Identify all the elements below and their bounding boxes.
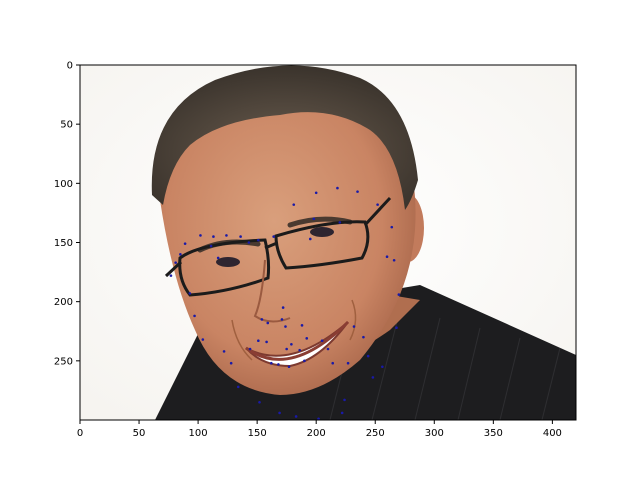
landmark-point	[183, 242, 187, 245]
y-tick-label: 150	[54, 238, 73, 249]
landmark-point	[338, 221, 342, 224]
landmark-point	[201, 338, 205, 341]
x-tick-label: 350	[484, 428, 503, 439]
landmark-point	[258, 400, 261, 404]
landmark-point	[317, 417, 320, 420]
landmark-point	[174, 261, 177, 264]
landmark-point	[248, 347, 252, 351]
landmark-point	[312, 217, 316, 221]
landmark-point	[395, 326, 398, 330]
landmark-point	[292, 203, 296, 206]
landmark-point	[376, 203, 379, 206]
x-tick-label: 400	[543, 428, 562, 439]
landmark-point	[199, 234, 202, 237]
landmark-point	[356, 190, 359, 193]
x-tick-label: 100	[189, 428, 208, 439]
landmark-point	[278, 411, 281, 415]
landmark-point	[287, 365, 291, 369]
landmark-point	[300, 324, 304, 327]
landmark-point	[362, 335, 365, 339]
landmark-point	[265, 340, 268, 344]
landmark-point	[326, 347, 330, 351]
landmark-point	[236, 385, 240, 389]
landmark-point	[303, 359, 306, 363]
landmark-point	[392, 258, 396, 262]
landmark-point	[281, 306, 285, 309]
landmark-point	[257, 238, 260, 242]
landmark-point	[222, 350, 226, 353]
landmark-point	[298, 348, 301, 352]
landmark-point	[308, 237, 312, 241]
landmark-point	[209, 244, 213, 248]
landmark-point	[336, 186, 339, 190]
landmark-point	[212, 235, 215, 238]
landmark-point	[390, 225, 394, 229]
landmark-point	[188, 292, 192, 295]
y-axis: 0 50 100 150 200 250	[54, 61, 80, 367]
y-tick-label: 250	[54, 356, 73, 367]
landmark-point	[343, 398, 346, 402]
landmark-point	[346, 361, 350, 365]
landmark-point	[247, 241, 251, 244]
landmark-point	[366, 354, 370, 358]
landmark-markers	[169, 186, 401, 420]
landmark-point	[397, 293, 401, 296]
landmark-point	[352, 325, 356, 328]
landmark-point	[169, 274, 173, 277]
landmark-point	[284, 325, 287, 328]
x-tick-label: 0	[77, 428, 83, 439]
landmark-point	[280, 318, 284, 321]
landmark-point	[229, 361, 233, 365]
y-tick-label: 50	[60, 120, 73, 131]
landmark-point	[266, 321, 270, 325]
landmark-point	[260, 318, 264, 321]
landmark-point	[320, 339, 324, 343]
landmark-point	[277, 363, 280, 366]
landmark-point	[285, 347, 288, 351]
x-axis: 0 50 100 150 200 250 300 350 400	[77, 420, 562, 439]
landmark-point	[381, 365, 384, 369]
x-tick-label: 250	[366, 428, 385, 439]
x-tick-label: 200	[307, 428, 326, 439]
landmark-point	[216, 256, 220, 260]
landmark-point	[257, 339, 260, 343]
landmark-point	[294, 415, 298, 418]
landmark-point	[305, 337, 309, 340]
y-tick-label: 200	[54, 297, 73, 308]
landmark-point	[270, 361, 273, 365]
x-tick-label: 150	[248, 428, 267, 439]
x-tick-label: 300	[425, 428, 444, 439]
y-tick-label: 100	[54, 179, 73, 190]
landmark-point	[385, 255, 389, 258]
landmark-point	[314, 191, 318, 195]
landmark-point	[340, 411, 344, 415]
x-tick-label: 50	[133, 428, 146, 439]
landmark-point	[371, 376, 375, 379]
landmark-point	[331, 361, 335, 365]
y-tick-label: 0	[67, 61, 73, 72]
landmark-point	[272, 235, 275, 238]
landmark-point	[179, 253, 182, 256]
landmark-point	[193, 314, 196, 318]
background-photo	[80, 65, 576, 420]
landmark-point	[239, 235, 242, 238]
landmark-point	[290, 342, 293, 346]
landmark-point	[225, 234, 228, 237]
